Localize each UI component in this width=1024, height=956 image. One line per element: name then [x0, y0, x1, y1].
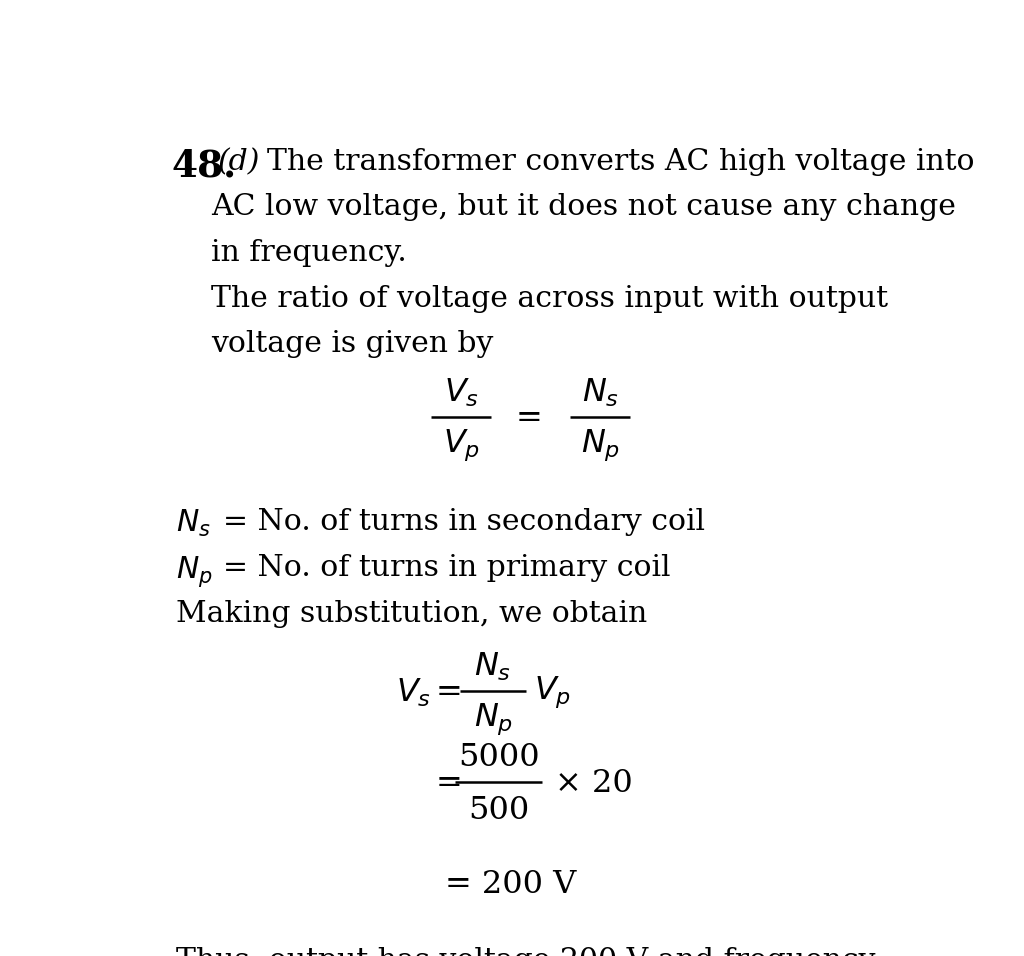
Text: in frequency.: in frequency.: [211, 239, 408, 267]
Text: 48.: 48.: [172, 148, 237, 185]
Text: $V_s$: $V_s$: [443, 377, 479, 409]
Text: × 20: × 20: [555, 769, 633, 799]
Text: = 200 V: = 200 V: [445, 869, 577, 900]
Text: 5000: 5000: [458, 743, 540, 773]
Text: Thus, output has voltage 200 V and frequency: Thus, output has voltage 200 V and frequ…: [176, 946, 876, 956]
Text: Making substitution, we obtain: Making substitution, we obtain: [176, 599, 647, 628]
Text: $N_s$: $N_s$: [176, 509, 210, 539]
Text: The ratio of voltage across input with output: The ratio of voltage across input with o…: [211, 285, 889, 313]
Text: $N_p$: $N_p$: [581, 427, 620, 463]
Text: 500: 500: [468, 794, 529, 826]
Text: voltage is given by: voltage is given by: [211, 331, 494, 358]
Text: =: =: [436, 769, 463, 799]
Text: The transformer converts AC high voltage into: The transformer converts AC high voltage…: [267, 148, 975, 176]
Text: $V_p$: $V_p$: [442, 427, 480, 463]
Text: =: =: [436, 677, 463, 708]
Text: = No. of turns in primary coil: = No. of turns in primary coil: [223, 554, 671, 582]
Text: AC low voltage, but it does not cause any change: AC low voltage, but it does not cause an…: [211, 193, 956, 222]
Text: $N_s$: $N_s$: [582, 377, 618, 409]
Text: $V_p$: $V_p$: [535, 675, 571, 710]
Text: $N_s$: $N_s$: [474, 650, 512, 683]
Text: = No. of turns in secondary coil: = No. of turns in secondary coil: [223, 509, 706, 536]
Text: $N_p$: $N_p$: [473, 701, 513, 737]
Text: $N_p$: $N_p$: [176, 554, 212, 589]
Text: =: =: [515, 403, 542, 434]
Text: (d): (d): [218, 148, 260, 176]
Text: $V_s$: $V_s$: [396, 676, 431, 708]
